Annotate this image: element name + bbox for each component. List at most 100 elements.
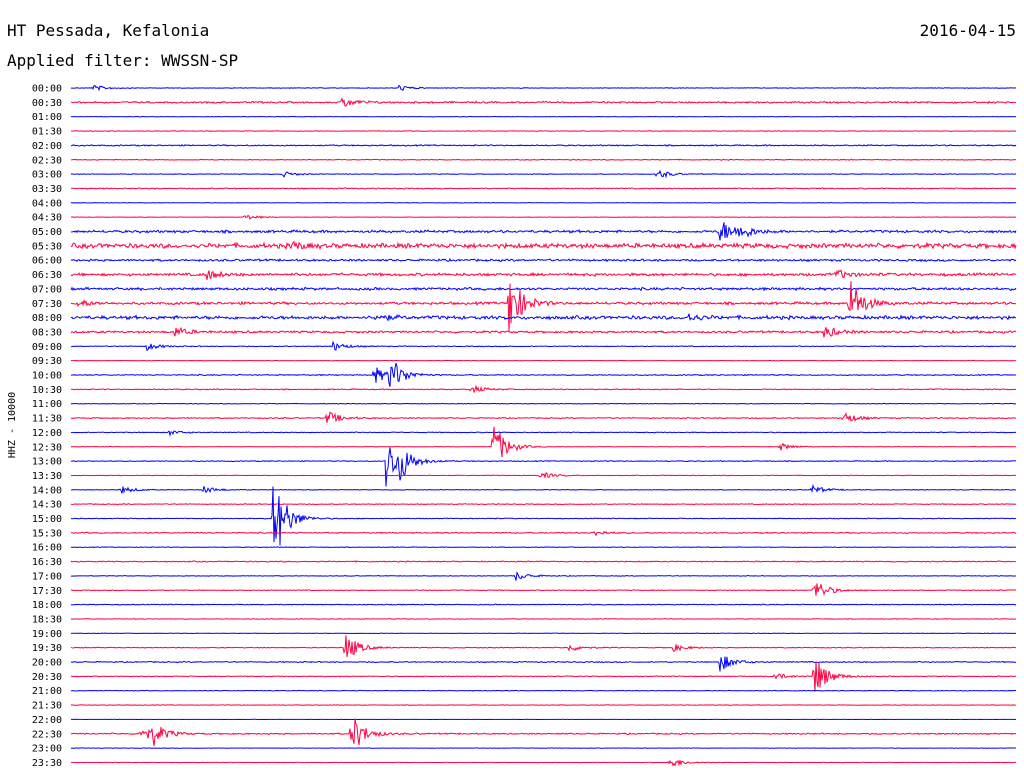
trace-line [70, 269, 1017, 280]
row-time-label: 17:30 [32, 586, 62, 597]
row-time-label: 09:30 [32, 356, 62, 367]
row-time-label: 23:00 [32, 744, 62, 755]
row-time-label: 13:00 [32, 457, 62, 468]
trace-line [70, 402, 1017, 405]
trace-line [70, 571, 1017, 581]
trace-line [70, 661, 1017, 692]
row-time-label: 10:00 [32, 371, 62, 382]
trace-line [70, 618, 1017, 620]
trace-line [70, 426, 1017, 458]
trace-line [70, 326, 1017, 338]
row-time-label: 20:00 [32, 658, 62, 669]
row-time-label: 11:30 [32, 414, 62, 425]
trace-line [70, 689, 1017, 692]
row-time-label: 14:00 [32, 485, 62, 496]
trace-line [70, 281, 1017, 333]
row-time-label: 08:00 [32, 313, 62, 324]
trace-line [70, 632, 1017, 635]
row-time-label: 22:30 [32, 729, 62, 740]
row-time-label: 18:00 [32, 600, 62, 611]
row-time-label: 05:30 [32, 241, 62, 252]
row-time-label: 08:30 [32, 327, 62, 338]
trace-line [70, 313, 1017, 322]
trace-line [70, 483, 1017, 494]
trace-line [70, 340, 1017, 352]
row-time-label: 01:00 [32, 112, 62, 123]
trace-line [70, 546, 1017, 549]
trace-line [70, 718, 1017, 747]
trace-line [70, 704, 1017, 706]
trace-line [71, 214, 1017, 221]
row-time-label: 15:30 [32, 528, 62, 539]
row-time-label: 17:00 [32, 571, 62, 582]
row-time-label: 21:30 [32, 701, 62, 712]
row-time-label: 23:30 [32, 758, 62, 769]
trace-line [70, 130, 1017, 132]
row-time-label: 00:30 [32, 98, 62, 109]
row-time-label: 22:00 [32, 715, 62, 726]
trace-line [70, 530, 1017, 537]
row-time-label: 07:30 [32, 299, 62, 310]
row-time-label: 03:00 [32, 170, 62, 181]
row-time-label: 03:30 [32, 184, 62, 195]
trace-line [70, 84, 1017, 92]
row-time-label: 01:30 [32, 127, 62, 138]
trace-line [70, 362, 1017, 387]
trace-line [70, 257, 1017, 263]
trace-line [70, 97, 1017, 107]
row-time-label: 06:00 [32, 256, 62, 267]
row-time-label: 05:00 [32, 227, 62, 238]
trace-line [70, 503, 1017, 506]
trace-line [70, 603, 1017, 606]
row-time-label: 16:30 [32, 557, 62, 568]
trace-line [70, 384, 1017, 394]
trace-line [71, 583, 1017, 596]
row-time-label: 02:30 [32, 155, 62, 166]
trace-line [70, 240, 1017, 251]
row-time-label: 21:00 [32, 686, 62, 697]
trace-line [70, 472, 1017, 478]
trace-line [70, 430, 1017, 437]
trace-line [70, 447, 1017, 487]
trace-line [70, 222, 1017, 241]
row-time-label: 13:30 [32, 471, 62, 482]
trace-line [70, 560, 1017, 563]
row-time-label: 16:00 [32, 543, 62, 554]
trace-line [70, 656, 1017, 672]
row-time-label: 18:30 [32, 614, 62, 625]
station-title: HT Pessada, Kefalonia [7, 21, 209, 40]
trace-line [70, 286, 1017, 292]
trace-line [70, 143, 1017, 147]
row-time-label: 02:00 [32, 141, 62, 152]
row-time-label: 00:00 [32, 84, 62, 95]
row-time-label: 19:00 [32, 629, 62, 640]
filter-label: Applied filter: WWSSN-SP [7, 51, 238, 70]
row-time-label: 04:30 [32, 213, 62, 224]
row-time-label: 07:00 [32, 284, 62, 295]
row-time-label: 09:00 [32, 342, 62, 353]
row-time-label: 11:00 [32, 399, 62, 410]
trace-line [70, 359, 1017, 362]
row-time-label: 12:00 [32, 428, 62, 439]
row-time-label: 15:00 [32, 514, 62, 525]
row-time-label: 14:30 [32, 500, 62, 511]
trace-line [70, 202, 1017, 204]
row-time-label: 10:30 [32, 385, 62, 396]
trace-line [70, 187, 1017, 190]
date-label: 2016-04-15 [920, 21, 1016, 40]
y-axis-label: HHZ - 10000 [7, 392, 18, 458]
trace-line [70, 169, 1017, 179]
row-time-label: 19:30 [32, 643, 62, 654]
row-time-label: 04:00 [32, 198, 62, 209]
trace-line [70, 759, 1017, 767]
row-time-label: 20:30 [32, 672, 62, 683]
trace-line [70, 411, 1017, 423]
trace-line [71, 158, 1017, 161]
row-time-label: 12:30 [32, 442, 62, 453]
trace-line [70, 747, 1017, 749]
trace-line [70, 486, 1017, 546]
trace-line [70, 635, 1017, 658]
trace-rows: 00:00 00:30 01:00 01:30 02:00 02:30 03:00 03:30… [32, 84, 1017, 769]
row-time-label: 06:30 [32, 270, 62, 281]
